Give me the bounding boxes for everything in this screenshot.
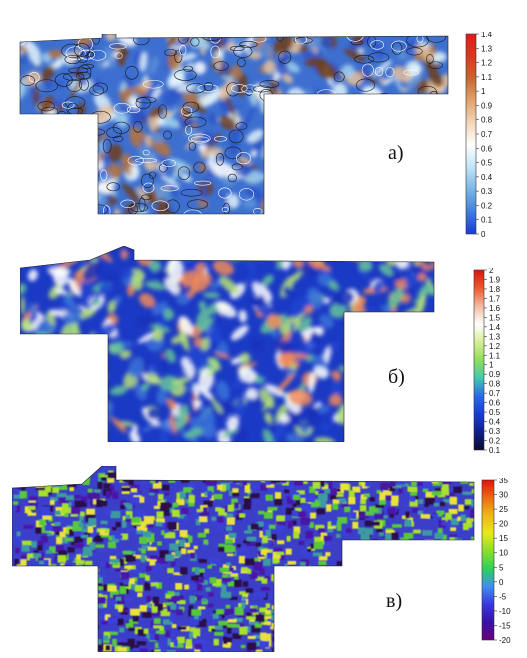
contour-map-a	[19, 34, 449, 215]
colorbar-tick-label: 1.6	[489, 304, 501, 313]
colorbar-tick-label: 0.6	[481, 144, 493, 153]
colorbar-tick-label: 1.2	[489, 342, 501, 351]
colorbar-tick-label: 1.4	[489, 323, 501, 332]
colorbar-tick-label: 10	[499, 549, 508, 558]
panel-label-b: б)	[388, 366, 405, 388]
colorbar-tick-label: 1.3	[489, 332, 501, 341]
colorbar-tick-label: 0.4	[489, 418, 501, 427]
colorbar-tick-label: 1.7	[489, 294, 501, 303]
panel-b: 0.1 0.2 0.3 0.4 0.5 0.6 0.7 0.8 0.9 1 1.1 1.2 1.3 1.4…	[20, 246, 501, 454]
colorbar-tick-label: 0.3	[489, 427, 501, 436]
colorbar-tick-label: 0.7	[481, 130, 493, 139]
colorbar-tick-label: 1.5	[489, 313, 501, 322]
panel-label-a: а)	[388, 142, 404, 164]
colorbar-c: -20 -15 -10 -5 0 5 10 15 20 25 30 35	[481, 478, 511, 644]
colorbar-tick-label: 0.7	[489, 389, 501, 398]
colorbar-tick-label: -5	[499, 592, 507, 601]
colorbar-tick-label: 0.8	[481, 116, 493, 125]
heat-map-b	[20, 246, 435, 442]
colorbar-tick-label: 5	[499, 563, 504, 572]
colorbar-tick-label: -20	[499, 636, 511, 644]
colorbar-tick-label: 25	[499, 505, 508, 514]
colorbar-tick-label: 35	[499, 478, 508, 485]
colorbar-tick-label: 0.8	[489, 380, 501, 389]
colorbar-a: 0 0.1 0.2 0.3 0.4 0.5 0.6 0.7 0.8 0.9 1 1.1 1.2 1.3 1.…	[465, 32, 493, 238]
colorbar-tick-label: 1.4	[481, 32, 493, 39]
colorbar-tick-label: 1.3	[481, 44, 493, 53]
colorbar-tick-label: 0.5	[489, 408, 501, 417]
colorbar-tick-label: 20	[499, 520, 508, 529]
colorbar-tick-label: -15	[499, 621, 511, 630]
colorbar-tick-label: 0.4	[481, 173, 493, 182]
colorbar-b: 0.10.20.30.40.50.60.70.80.911.11.21.31.4…	[473, 268, 501, 454]
colorbar-tick-label: 0.9	[481, 101, 493, 110]
colorbar-tick-label: -10	[499, 607, 511, 616]
colorbar-tick-label: 0.1	[481, 216, 493, 225]
colorbar-tick-label: 0.3	[481, 187, 493, 196]
colorbar-tick-label: 1.1	[481, 73, 493, 82]
colorbar-tick-label: 0.9	[489, 370, 501, 379]
colorbar-tick-label: 15	[499, 534, 508, 543]
colorbar-tick-label: 0.5	[481, 159, 493, 168]
colorbar-tick-label: 0.6	[489, 399, 501, 408]
colorbar-tick-label: 0	[481, 230, 486, 238]
colorbar-tick-label: 0.1	[489, 446, 501, 454]
colorbar-tick-label: 1.2	[481, 59, 493, 68]
colorbar-tick-label: 1	[489, 361, 494, 370]
panel-a: 0 0.1 0.2 0.3 0.4 0.5 0.6 0.7 0.8 0.9 1 1.1 1.2 1.3 1.…	[0, 0, 527, 240]
colorbar-tick-label: 0.2	[481, 201, 493, 210]
colorbar-tick-label: 1	[481, 87, 486, 96]
colorbar-tick-label: 1.8	[489, 285, 501, 294]
colorbar-tick-label: 1.1	[489, 351, 501, 360]
panel-label-c: в)	[386, 590, 403, 612]
colorbar-tick-label: 0.2	[489, 437, 501, 446]
colorbar-tick-label: 30	[499, 491, 508, 500]
colorbar-tick-label: 2	[489, 268, 494, 275]
colorbar-tick-label: 0	[499, 578, 504, 587]
noise-map-c	[12, 466, 475, 652]
colorbar-tick-label: 1.9	[489, 275, 501, 284]
